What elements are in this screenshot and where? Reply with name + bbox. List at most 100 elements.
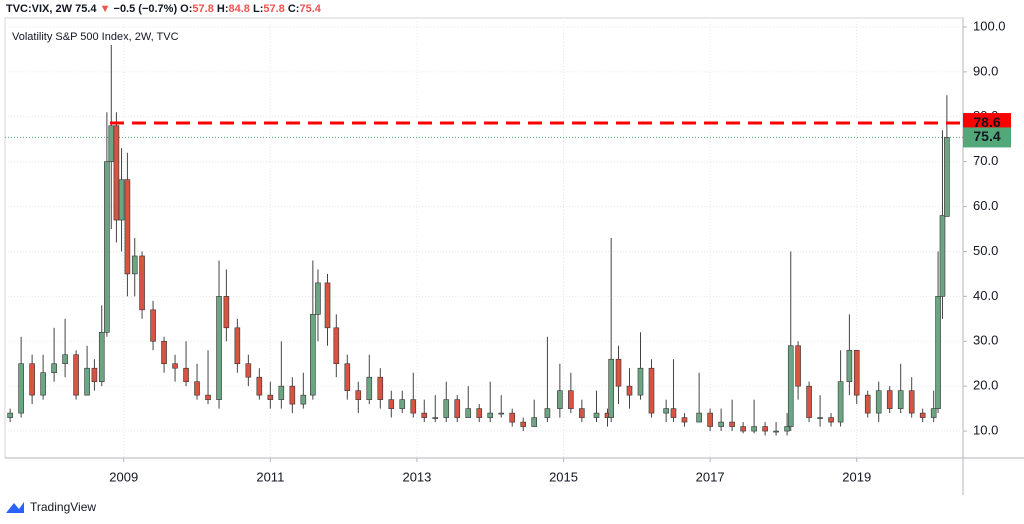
candle-body xyxy=(707,412,713,427)
candle-body xyxy=(377,376,384,400)
candle-body xyxy=(183,367,189,382)
candle xyxy=(465,386,472,418)
candle xyxy=(172,354,178,382)
candle-body xyxy=(51,363,57,373)
candle-body xyxy=(853,349,860,396)
open-label: O: xyxy=(180,3,192,15)
candle xyxy=(681,413,688,427)
candle-body xyxy=(681,417,688,423)
candle-body xyxy=(919,412,926,418)
high-label: H: xyxy=(217,3,229,15)
candle-body xyxy=(729,421,735,427)
x-tick-label: 2017 xyxy=(696,469,725,484)
candle xyxy=(51,327,57,382)
candle-body xyxy=(886,390,893,409)
candle xyxy=(476,404,483,423)
candle xyxy=(205,350,211,405)
high-value: 84.8 xyxy=(229,3,250,15)
candle xyxy=(846,314,853,396)
candle xyxy=(377,368,384,409)
candle xyxy=(626,368,633,409)
candle-body xyxy=(98,331,105,382)
candle-body xyxy=(648,367,655,414)
candle-body xyxy=(205,394,211,400)
candle xyxy=(696,372,702,423)
y-tick-label: 50.0 xyxy=(973,243,998,258)
candle-body xyxy=(696,412,702,423)
y-tick-label: 60.0 xyxy=(973,198,998,213)
candle xyxy=(245,354,252,387)
candle xyxy=(637,332,644,400)
candle xyxy=(113,112,120,243)
candle-body xyxy=(784,426,790,432)
x-tick-label: 2013 xyxy=(402,469,431,484)
candle-body xyxy=(787,345,794,427)
candle xyxy=(729,399,735,432)
candle xyxy=(648,359,655,418)
candle xyxy=(939,130,946,319)
candle-body xyxy=(366,376,373,400)
candle xyxy=(399,390,406,414)
candle xyxy=(104,112,110,337)
y-tick-label: 40.0 xyxy=(973,288,998,303)
candle xyxy=(875,381,882,423)
x-tick-label: 2011 xyxy=(256,469,284,484)
candle-body xyxy=(454,399,461,418)
candle-body xyxy=(637,367,644,396)
plot-frame xyxy=(4,17,964,459)
candle xyxy=(593,390,600,423)
candle xyxy=(73,350,79,400)
candle xyxy=(7,408,13,423)
level-label: 78.6 xyxy=(973,114,1000,130)
candle xyxy=(795,341,801,400)
candle-body xyxy=(131,255,138,275)
last-price: 75.4 xyxy=(75,3,97,15)
open-value: 57.8 xyxy=(192,3,213,15)
candle-body xyxy=(864,394,871,414)
brand[interactable]: TradingView xyxy=(30,500,96,514)
candle xyxy=(18,336,24,418)
candle xyxy=(520,417,527,432)
candle-body xyxy=(315,282,321,315)
candle xyxy=(853,349,860,405)
y-tick-label: 70.0 xyxy=(973,153,998,168)
candle xyxy=(443,381,450,423)
candle-body xyxy=(930,408,937,418)
candle-body xyxy=(234,327,241,365)
candle-body xyxy=(91,367,98,382)
candle-body xyxy=(84,367,90,396)
candle-body xyxy=(172,363,178,369)
candle xyxy=(183,341,189,387)
candle xyxy=(817,395,823,427)
candle-body xyxy=(29,363,35,396)
candle xyxy=(663,399,669,423)
candle-body xyxy=(278,385,285,400)
candle xyxy=(908,377,915,418)
candle xyxy=(344,354,351,400)
candle-body xyxy=(476,408,483,418)
candle xyxy=(410,372,417,418)
candle-body xyxy=(806,385,812,418)
candle-body xyxy=(161,340,167,365)
candle xyxy=(557,363,563,418)
candle-body xyxy=(579,408,585,418)
candle xyxy=(837,350,844,427)
candle xyxy=(315,269,321,342)
candle-body xyxy=(740,426,746,432)
candle-body xyxy=(531,417,538,427)
candle xyxy=(944,95,950,217)
candle xyxy=(579,399,585,423)
candle xyxy=(432,395,439,423)
candle xyxy=(62,318,68,378)
candle-body xyxy=(118,179,125,221)
candle xyxy=(828,413,834,427)
candle-body xyxy=(267,394,274,400)
candle xyxy=(787,251,794,432)
candle xyxy=(366,354,373,405)
candle-body xyxy=(608,358,614,418)
low-value: 57.8 xyxy=(263,3,284,15)
candle-body xyxy=(795,345,801,387)
candle-body xyxy=(670,408,677,418)
candle xyxy=(150,300,156,351)
